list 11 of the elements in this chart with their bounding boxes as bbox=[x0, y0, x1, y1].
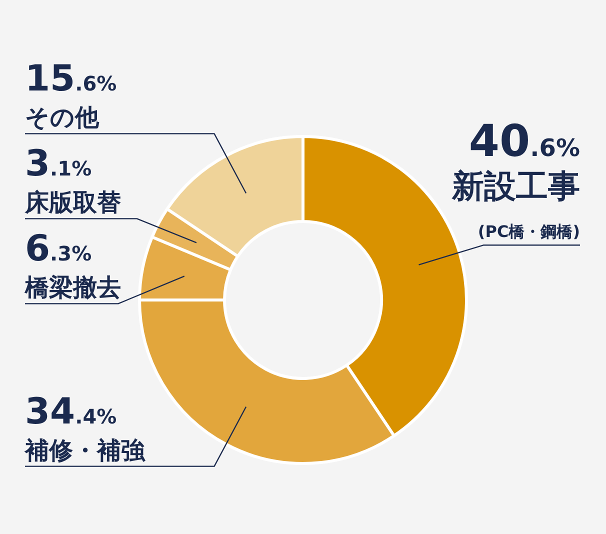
data-label: 6.3% bbox=[25, 228, 92, 270]
data-label: 40.6% bbox=[468, 116, 580, 168]
data-label: 3.1% bbox=[25, 144, 92, 185]
data-label: 15.6% bbox=[25, 58, 117, 100]
slice-label: その他 bbox=[25, 104, 100, 132]
slice-label: 補修・補強 bbox=[24, 436, 146, 464]
slice-label: 新設工事 bbox=[451, 167, 580, 206]
data-label: 34.4% bbox=[25, 391, 117, 432]
slice-label: 橋梁撤去 bbox=[24, 274, 121, 302]
slice-label: 床版取替 bbox=[24, 188, 121, 217]
text: (PC橋・鋼橋) bbox=[478, 222, 580, 242]
